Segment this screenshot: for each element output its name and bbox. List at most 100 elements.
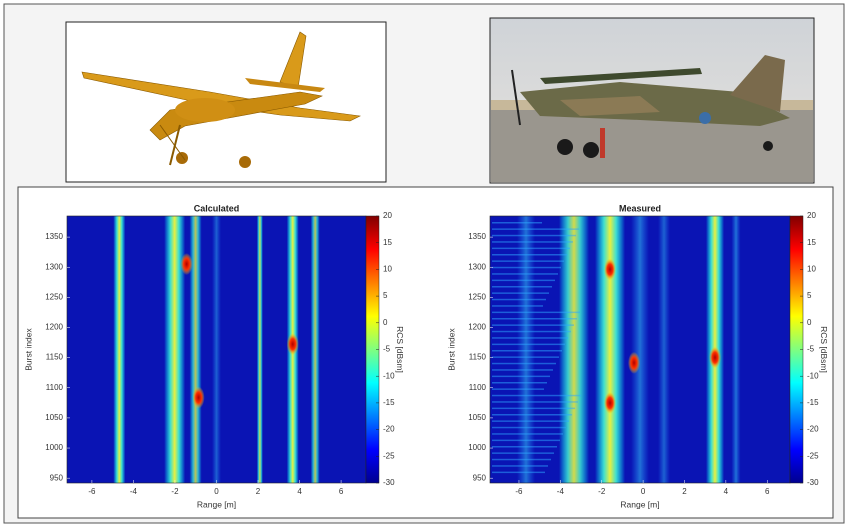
heatmap-texture: [492, 369, 553, 371]
heatmap-texture: [164, 216, 185, 483]
heatmap-texture: [631, 216, 649, 483]
colorbar-tick-label: -25: [383, 451, 395, 460]
colorbar-tick-label: 10: [383, 265, 392, 274]
y-tick-label: 1200: [45, 323, 63, 332]
x-tick-label: 2: [682, 487, 687, 496]
heatmap-texture: [492, 350, 562, 352]
aircraft-model-image: [66, 22, 386, 182]
heatmap-texture: [492, 472, 545, 474]
heatmap-texture: [492, 440, 560, 442]
heatmap-texture: [492, 452, 554, 454]
colorbar-tick-label: -15: [383, 398, 395, 407]
heatmap-texture: [492, 222, 542, 224]
y-tick-label: 1000: [45, 443, 63, 452]
heatmap-texture: [492, 427, 566, 429]
heatmap-texture: [492, 228, 579, 230]
colorbar-tick-label: -5: [807, 345, 815, 354]
heatmap-texture: [492, 356, 559, 358]
heatmap-texture: [492, 420, 569, 422]
heatmap-texture: [190, 216, 202, 483]
heatmap-texture: [492, 305, 543, 307]
heatmap-texture: [492, 408, 575, 410]
heatmap-texture: [492, 241, 573, 243]
heatmap-texture: [492, 363, 556, 365]
y-tick-label: 1200: [468, 323, 486, 332]
x-axis-label: Range [m]: [620, 499, 659, 509]
heatmap-hotspot: [709, 347, 721, 369]
x-tick-label: 4: [724, 487, 729, 496]
heatmap-texture: [559, 216, 589, 483]
heatmap-texture: [492, 459, 551, 461]
y-tick-label: 1350: [45, 232, 63, 241]
x-tick-label: -2: [598, 487, 606, 496]
heatmap-texture: [311, 216, 320, 483]
heatmap-hotspot: [628, 352, 640, 374]
x-tick-label: -6: [88, 487, 96, 496]
heatmap-hotspot: [193, 387, 205, 409]
heatmap-texture: [492, 414, 572, 416]
x-tick-label: -2: [171, 487, 179, 496]
heatmap-texture: [732, 216, 741, 483]
heatmap-texture: [492, 248, 570, 250]
heatmap-texture: [492, 382, 547, 384]
heatmap-texture: [492, 254, 567, 256]
colorbar-tick-label: 0: [383, 318, 388, 327]
heatmap-texture: [492, 286, 552, 288]
y-tick-label: 1150: [469, 353, 487, 362]
heatmap-texture: [492, 401, 578, 403]
heatmap-texture: [492, 312, 580, 314]
colorbar-tick-label: 5: [807, 291, 812, 300]
heatmap-texture: [658, 216, 670, 483]
heatmap-hotspot: [181, 253, 193, 275]
heatmap-hotspot: [287, 333, 299, 355]
heatmap-texture: [492, 292, 549, 294]
heatmap-texture: [517, 216, 535, 483]
heatmap-texture: [492, 273, 558, 275]
colorbar-label: RCS [dBsm]: [819, 326, 829, 373]
y-tick-label: 1350: [468, 232, 486, 241]
y-tick-label: 1300: [45, 262, 63, 271]
heatmap-texture: [492, 395, 581, 397]
y-tick-label: 1100: [46, 383, 64, 392]
heatmap-texture: [492, 299, 546, 301]
colorbar-tick-label: 15: [807, 238, 816, 247]
y-axis-label: Burst index: [446, 327, 456, 370]
colorbar-tick-label: 5: [383, 291, 388, 300]
colorbar-tick-label: 0: [807, 318, 812, 327]
colorbar-tick-label: -30: [383, 478, 395, 487]
colorbar-tick-label: -30: [807, 478, 819, 487]
heatmap-hotspot: [604, 258, 616, 280]
x-tick-label: -4: [557, 487, 565, 496]
chart-title: Measured: [619, 203, 661, 213]
heatmap-texture: [212, 216, 221, 483]
heatmap-texture: [492, 337, 568, 339]
heatmap-texture: [492, 465, 548, 467]
aircraft-photo: [490, 18, 814, 183]
colorbar-tick-label: -10: [807, 371, 819, 380]
figure: -30-25-20-15-10-505101520RCS [dBsm]-6-4-…: [0, 0, 848, 527]
heatmap-texture: [492, 331, 571, 333]
heatmap-texture: [492, 260, 564, 262]
heatmap-texture: [257, 216, 263, 483]
x-tick-label: 0: [214, 487, 219, 496]
page: {"chart_data": [ {"type": "heatmap", "ti…: [0, 0, 848, 532]
heatmap-texture: [492, 267, 561, 269]
heatmap-texture: [492, 446, 557, 448]
heatmap-hotspot: [604, 392, 616, 414]
x-tick-label: 0: [641, 487, 646, 496]
x-tick-label: -4: [130, 487, 138, 496]
heatmap-texture: [492, 324, 574, 326]
y-tick-label: 1050: [468, 413, 486, 422]
y-tick-label: 1050: [45, 413, 63, 422]
heatmap-texture: [492, 388, 544, 390]
colorbar-tick-label: 20: [807, 211, 816, 220]
x-tick-label: 6: [339, 487, 344, 496]
colorbar-tick-label: -15: [807, 398, 819, 407]
colorbar-tick-label: -10: [383, 371, 395, 380]
colorbar-tick-label: -20: [383, 425, 395, 434]
colorbar-tick-label: -20: [807, 425, 819, 434]
y-tick-label: 1000: [468, 443, 486, 452]
y-tick-label: 1250: [45, 292, 63, 301]
heatmap-texture: [492, 235, 576, 237]
colorbar-tick-label: 20: [383, 211, 392, 220]
